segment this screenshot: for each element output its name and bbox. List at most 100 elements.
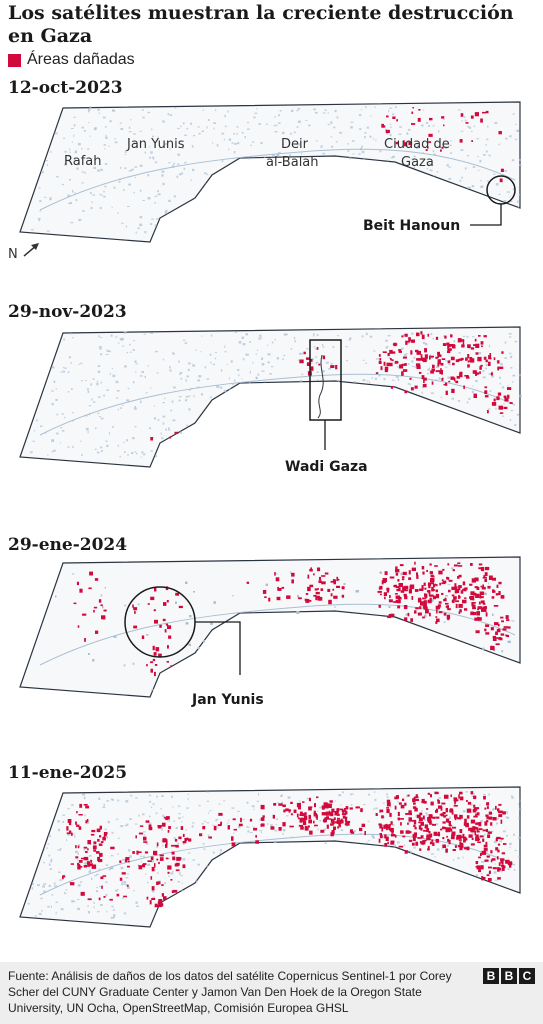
damage-dot: [435, 605, 440, 610]
urban-dot: [231, 142, 234, 144]
urban-dot: [197, 863, 200, 866]
damage-dot: [404, 802, 407, 806]
damage-dot: [389, 349, 393, 354]
damage-dot: [470, 591, 475, 596]
damage-dot: [423, 800, 427, 804]
urban-dot: [451, 397, 455, 400]
urban-dot: [91, 201, 93, 203]
urban-dot: [364, 136, 366, 139]
damage-dot: [405, 813, 410, 815]
urban-dot: [206, 865, 208, 868]
urban-dot: [454, 844, 457, 846]
damage-dot: [501, 866, 505, 871]
damage-dot: [69, 830, 72, 834]
urban-dot: [114, 141, 118, 144]
damage-dot: [188, 838, 192, 842]
urban-dot: [334, 109, 337, 113]
urban-dot: [374, 106, 376, 108]
damage-dot: [509, 863, 512, 868]
damage-dot: [486, 874, 490, 877]
urban-dot: [141, 371, 144, 373]
damage-dot: [158, 653, 162, 658]
urban-dot: [84, 414, 88, 417]
damage-dot: [484, 578, 487, 582]
urban-dot: [509, 336, 512, 338]
urban-dot: [482, 370, 485, 373]
urban-dot: [148, 822, 152, 825]
damage-dot: [275, 577, 280, 582]
damage-dot: [470, 115, 474, 119]
damage-dot: [166, 600, 169, 603]
damage-dot: [493, 646, 495, 651]
urban-dot: [453, 340, 456, 343]
damage-dot: [467, 364, 470, 368]
urban-dot: [367, 839, 370, 841]
damage-dot: [161, 822, 166, 827]
damage-dot: [459, 791, 463, 795]
damage-dot: [475, 343, 480, 348]
damage-dot: [306, 357, 310, 360]
urban-dot: [430, 357, 434, 359]
damage-dot: [453, 596, 457, 600]
damage-dot: [422, 383, 427, 388]
damage-dot: [161, 893, 164, 897]
urban-dot: [213, 122, 216, 124]
urban-dot: [69, 148, 71, 151]
damage-dot: [286, 809, 292, 811]
damage-dot: [459, 609, 462, 613]
urban-dot: [81, 380, 83, 382]
damage-dot: [418, 821, 422, 824]
damage-dot: [180, 826, 184, 830]
urban-dot: [407, 383, 411, 385]
damage-dot: [97, 838, 100, 842]
urban-dot: [504, 357, 507, 359]
damage-dot: [449, 824, 452, 827]
damage-dot: [507, 861, 513, 866]
urban-dot: [365, 106, 367, 109]
urban-dot: [247, 121, 249, 124]
damage-dot: [277, 586, 279, 589]
damage-dot: [178, 857, 182, 860]
damage-dot: [456, 835, 458, 840]
urban-dot: [177, 163, 180, 166]
damage-dot: [394, 805, 397, 810]
damage-dot: [484, 566, 490, 571]
urban-dot: [181, 890, 185, 892]
damage-dot: [493, 357, 496, 361]
urban-dot: [478, 352, 482, 355]
urban-dot: [360, 147, 362, 151]
damage-dot: [246, 581, 250, 584]
damage-dot: [340, 818, 343, 821]
urban-dot: [116, 390, 120, 392]
damage-dot: [109, 898, 113, 901]
damage-dot: [400, 804, 405, 809]
damage-dot: [430, 370, 434, 374]
damage-dot: [465, 357, 468, 361]
urban-dot: [473, 125, 476, 127]
urban-dot: [260, 142, 263, 144]
urban-dot: [316, 371, 319, 373]
urban-dot: [468, 397, 471, 400]
urban-dot: [132, 437, 135, 440]
urban-dot: [117, 212, 119, 214]
urban-dot: [224, 351, 227, 353]
damage-dot: [423, 582, 426, 586]
urban-dot: [442, 376, 444, 379]
urban-dot: [66, 839, 68, 842]
damage-dot: [479, 596, 484, 599]
damage-dot: [218, 812, 223, 816]
urban-dot: [37, 217, 41, 220]
urban-dot: [450, 140, 452, 142]
damage-dot: [394, 593, 398, 595]
damage-dot: [137, 851, 142, 853]
urban-dot: [232, 383, 234, 386]
urban-dot: [426, 373, 430, 375]
damage-dot: [310, 359, 313, 362]
damage-dot: [506, 626, 511, 629]
damage-dot: [441, 826, 445, 829]
damage-dot: [490, 645, 495, 651]
damage-dot: [477, 608, 479, 611]
damage-dot: [498, 131, 502, 135]
damage-dot: [313, 820, 315, 824]
damage-dot: [404, 363, 407, 366]
